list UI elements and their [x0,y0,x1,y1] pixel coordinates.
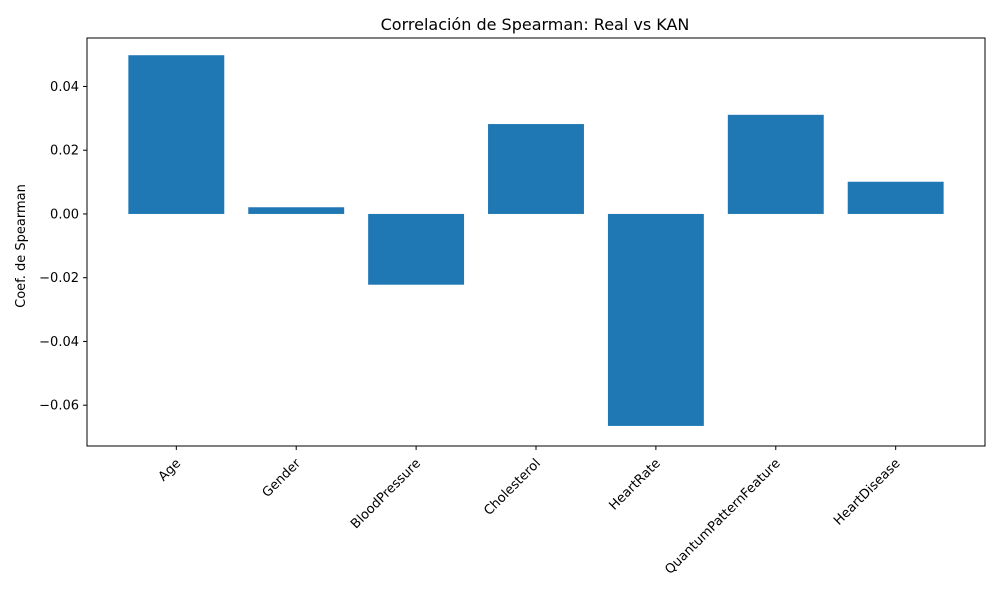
x-tick-label: QuantumPatternFeature [662,456,783,577]
x-tick-label: Age [156,456,184,484]
y-axis-label: Coef. de Spearman [14,184,29,308]
y-tick-label: 0.00 [50,207,79,222]
x-tick-label: HeartDisease [831,456,903,528]
bar-age [128,55,225,214]
bar-cholesterol [488,124,584,214]
bar-quantumpatternfeature [727,114,824,214]
bar-gender [248,207,345,214]
chart-title: Correlación de Spearman: Real vs KAN [381,15,690,34]
y-tick-label: −0.06 [39,399,79,414]
y-tick-label: 0.02 [50,144,79,159]
bar-heartrate [607,213,704,426]
y-ticks: −0.06 −0.04 −0.02 0.00 0.02 0.04 [39,80,87,414]
x-ticks: Age Gender BloodPressure Cholesterol HeartRa… [156,446,904,578]
x-tick-label: Gender [260,456,305,501]
x-tick-label: BloodPressure [348,456,424,532]
bars-layer [128,55,944,426]
y-tick-label: −0.02 [39,271,79,286]
y-tick-label: 0.04 [50,80,79,95]
y-tick-label: −0.04 [39,335,79,350]
x-tick-label: Cholesterol [481,456,543,518]
bar-bloodpressure [368,213,465,285]
x-tick-label: HeartRate [606,456,663,513]
bar-heartdisease [847,181,944,214]
